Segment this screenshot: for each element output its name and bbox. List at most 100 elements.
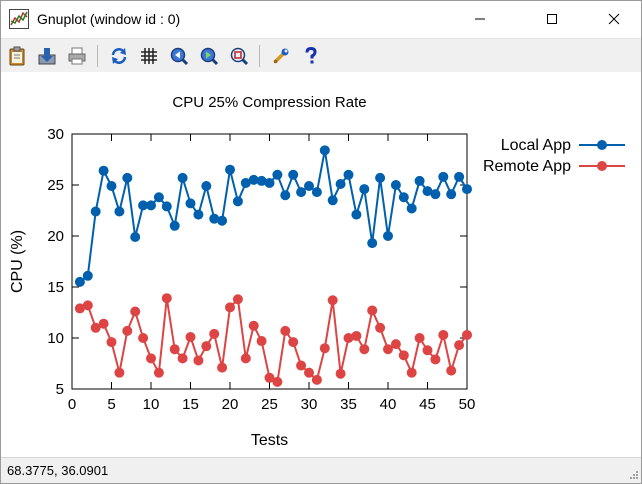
close-icon xyxy=(608,13,620,25)
toolbar-separator xyxy=(97,45,98,67)
data-point-local-app xyxy=(280,190,291,201)
data-point-remote-app xyxy=(153,367,164,378)
toggle-grid-button[interactable] xyxy=(137,44,161,68)
save-button[interactable] xyxy=(35,44,59,68)
unzoom-icon xyxy=(230,47,249,66)
data-point-remote-app xyxy=(414,333,425,343)
data-point-local-app xyxy=(114,206,125,217)
data-point-local-app xyxy=(296,187,307,198)
maximize-button[interactable] xyxy=(529,1,575,37)
data-point-local-app xyxy=(225,164,235,175)
zoom-next-button[interactable] xyxy=(197,44,221,68)
data-point-local-app xyxy=(106,181,117,192)
minimize-icon xyxy=(475,18,485,20)
data-point-remote-app xyxy=(438,329,449,340)
data-point-remote-app xyxy=(462,329,472,340)
data-point-remote-app xyxy=(217,362,228,373)
data-point-remote-app xyxy=(201,341,212,352)
replot-button[interactable] xyxy=(107,44,131,68)
copy-clipboard-button[interactable] xyxy=(5,44,29,68)
data-point-remote-app xyxy=(351,330,362,341)
data-point-remote-app xyxy=(225,302,235,313)
data-point-remote-app xyxy=(375,322,386,333)
x-tick-label: 40 xyxy=(380,396,397,413)
data-point-local-app xyxy=(122,172,133,183)
data-point-local-app xyxy=(98,165,109,176)
save-icon xyxy=(38,48,56,65)
data-point-remote-app xyxy=(343,333,354,343)
data-point-local-app xyxy=(335,178,346,189)
data-point-local-app xyxy=(264,177,275,188)
data-point-remote-app xyxy=(232,294,243,305)
data-point-local-app xyxy=(327,195,338,206)
data-point-local-app xyxy=(304,181,314,192)
legend-marker-local-app xyxy=(597,140,607,150)
data-point-remote-app xyxy=(359,344,370,355)
data-point-local-app xyxy=(406,203,417,214)
x-tick-label: 20 xyxy=(222,396,239,413)
plot-area[interactable]: 0 5 10 15 20 25 30 35 40 45 50 5 10 15 20 25 30 CPU 25% C… xyxy=(1,72,641,456)
y-tick-label: 25 xyxy=(47,177,64,194)
data-point-remote-app xyxy=(398,350,409,361)
print-button[interactable] xyxy=(65,44,89,68)
legend-label-remote-app: Remote App xyxy=(483,158,571,175)
title-bar[interactable]: Gnuplot (window id : 0) xyxy=(1,1,641,37)
unzoom-button[interactable] xyxy=(227,44,251,68)
data-point-remote-app xyxy=(296,360,307,371)
data-point-local-app xyxy=(217,215,228,226)
x-tick-label: 50 xyxy=(459,396,476,413)
x-tick-label: 15 xyxy=(182,396,199,413)
data-point-local-app xyxy=(390,180,401,190)
series-line-local-app xyxy=(79,149,468,283)
toolbar-separator xyxy=(259,45,260,67)
data-point-remote-app xyxy=(82,300,93,311)
data-point-local-app xyxy=(446,189,457,200)
data-point-remote-app xyxy=(422,345,433,356)
data-point-remote-app xyxy=(430,354,441,365)
data-point-remote-app xyxy=(367,305,378,316)
data-point-local-app xyxy=(177,172,188,183)
data-point-remote-app xyxy=(248,320,259,331)
help-button[interactable] xyxy=(299,44,323,68)
data-point-local-app xyxy=(153,192,164,203)
data-point-local-app xyxy=(454,171,465,182)
data-point-local-app xyxy=(193,209,204,220)
data-point-remote-app xyxy=(288,337,299,348)
data-point-local-app xyxy=(82,270,93,281)
data-point-local-app xyxy=(288,169,299,180)
data-point-local-app xyxy=(169,220,180,231)
toolbar xyxy=(1,38,641,72)
options-wrench-icon xyxy=(273,48,289,64)
data-point-remote-app xyxy=(90,322,101,333)
data-point-local-app xyxy=(462,184,472,195)
y-tick-label: 5 xyxy=(56,381,64,398)
data-point-remote-app xyxy=(280,325,291,336)
data-point-remote-app xyxy=(193,355,204,366)
replot-icon xyxy=(111,48,127,64)
data-point-remote-app xyxy=(454,340,465,351)
data-point-local-app xyxy=(422,186,433,197)
data-point-remote-app xyxy=(311,374,322,385)
data-point-local-app xyxy=(383,231,393,241)
chart-title: CPU 25% Compression Rate xyxy=(172,94,366,111)
data-point-remote-app xyxy=(256,336,267,347)
x-tick-label: 5 xyxy=(107,396,115,413)
status-bar: 68.3775, 36.0901 xyxy=(1,457,641,483)
resize-grip-icon[interactable] xyxy=(627,470,639,482)
data-point-local-app xyxy=(209,213,220,224)
data-point-remote-app xyxy=(146,353,156,364)
data-point-remote-app xyxy=(383,344,393,355)
zoom-previous-button[interactable] xyxy=(167,44,191,68)
grid-icon xyxy=(141,48,157,64)
y-tick-label: 20 xyxy=(47,228,64,245)
minimize-button[interactable] xyxy=(457,1,503,37)
x-tick-label: 45 xyxy=(419,396,436,413)
data-point-remote-app xyxy=(319,343,330,354)
data-point-local-app xyxy=(311,187,322,198)
options-button[interactable] xyxy=(269,44,293,68)
data-point-local-app xyxy=(146,200,156,211)
data-point-local-app xyxy=(248,174,259,185)
close-button[interactable] xyxy=(591,1,637,37)
